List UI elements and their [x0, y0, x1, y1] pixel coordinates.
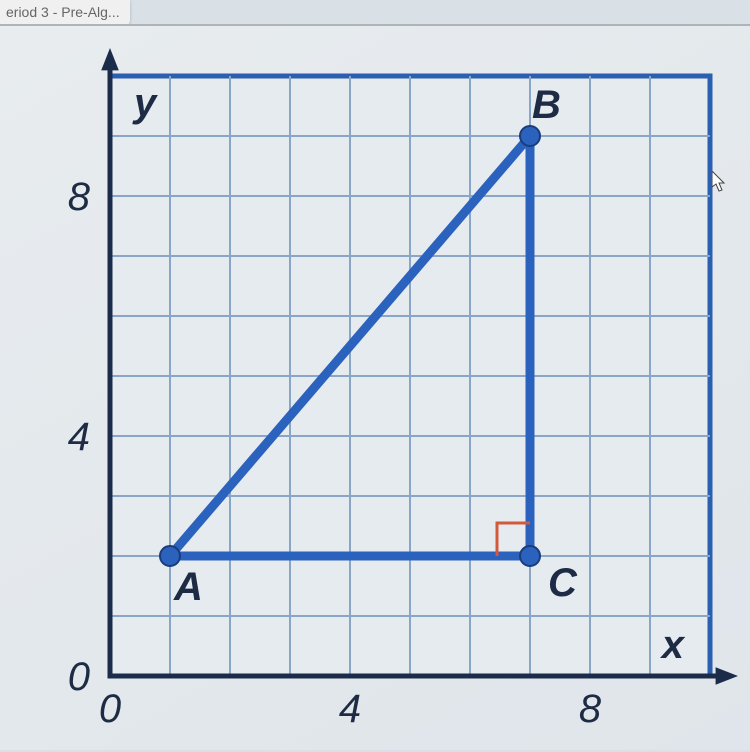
vertex-label-c: C: [548, 561, 578, 605]
x-axis-label: x: [660, 623, 686, 667]
y-tick-label: 8: [68, 175, 91, 219]
y-tick-label: 0: [68, 655, 90, 699]
vertex-label-b: B: [532, 83, 561, 127]
vertex-b: [520, 126, 540, 146]
y-axis-label: y: [132, 81, 158, 125]
vertex-c: [520, 546, 540, 566]
browser-tab-fragment: eriod 3 - Pre-Alg...: [0, 0, 130, 26]
y-axis-arrow: [101, 48, 119, 70]
coordinate-grid-chart: y x 0 4 8 0 4 8 A B C: [0, 26, 750, 752]
x-tick-label: 0: [99, 687, 121, 731]
x-tick-label: 4: [339, 687, 361, 731]
x-tick-label: 8: [579, 687, 602, 731]
y-tick-label: 4: [68, 415, 90, 459]
x-axis-arrow: [716, 667, 738, 685]
vertex-label-a: A: [173, 565, 203, 609]
worksheet-page: y x 0 4 8 0 4 8 A B C: [0, 24, 750, 750]
vertex-a: [160, 546, 180, 566]
